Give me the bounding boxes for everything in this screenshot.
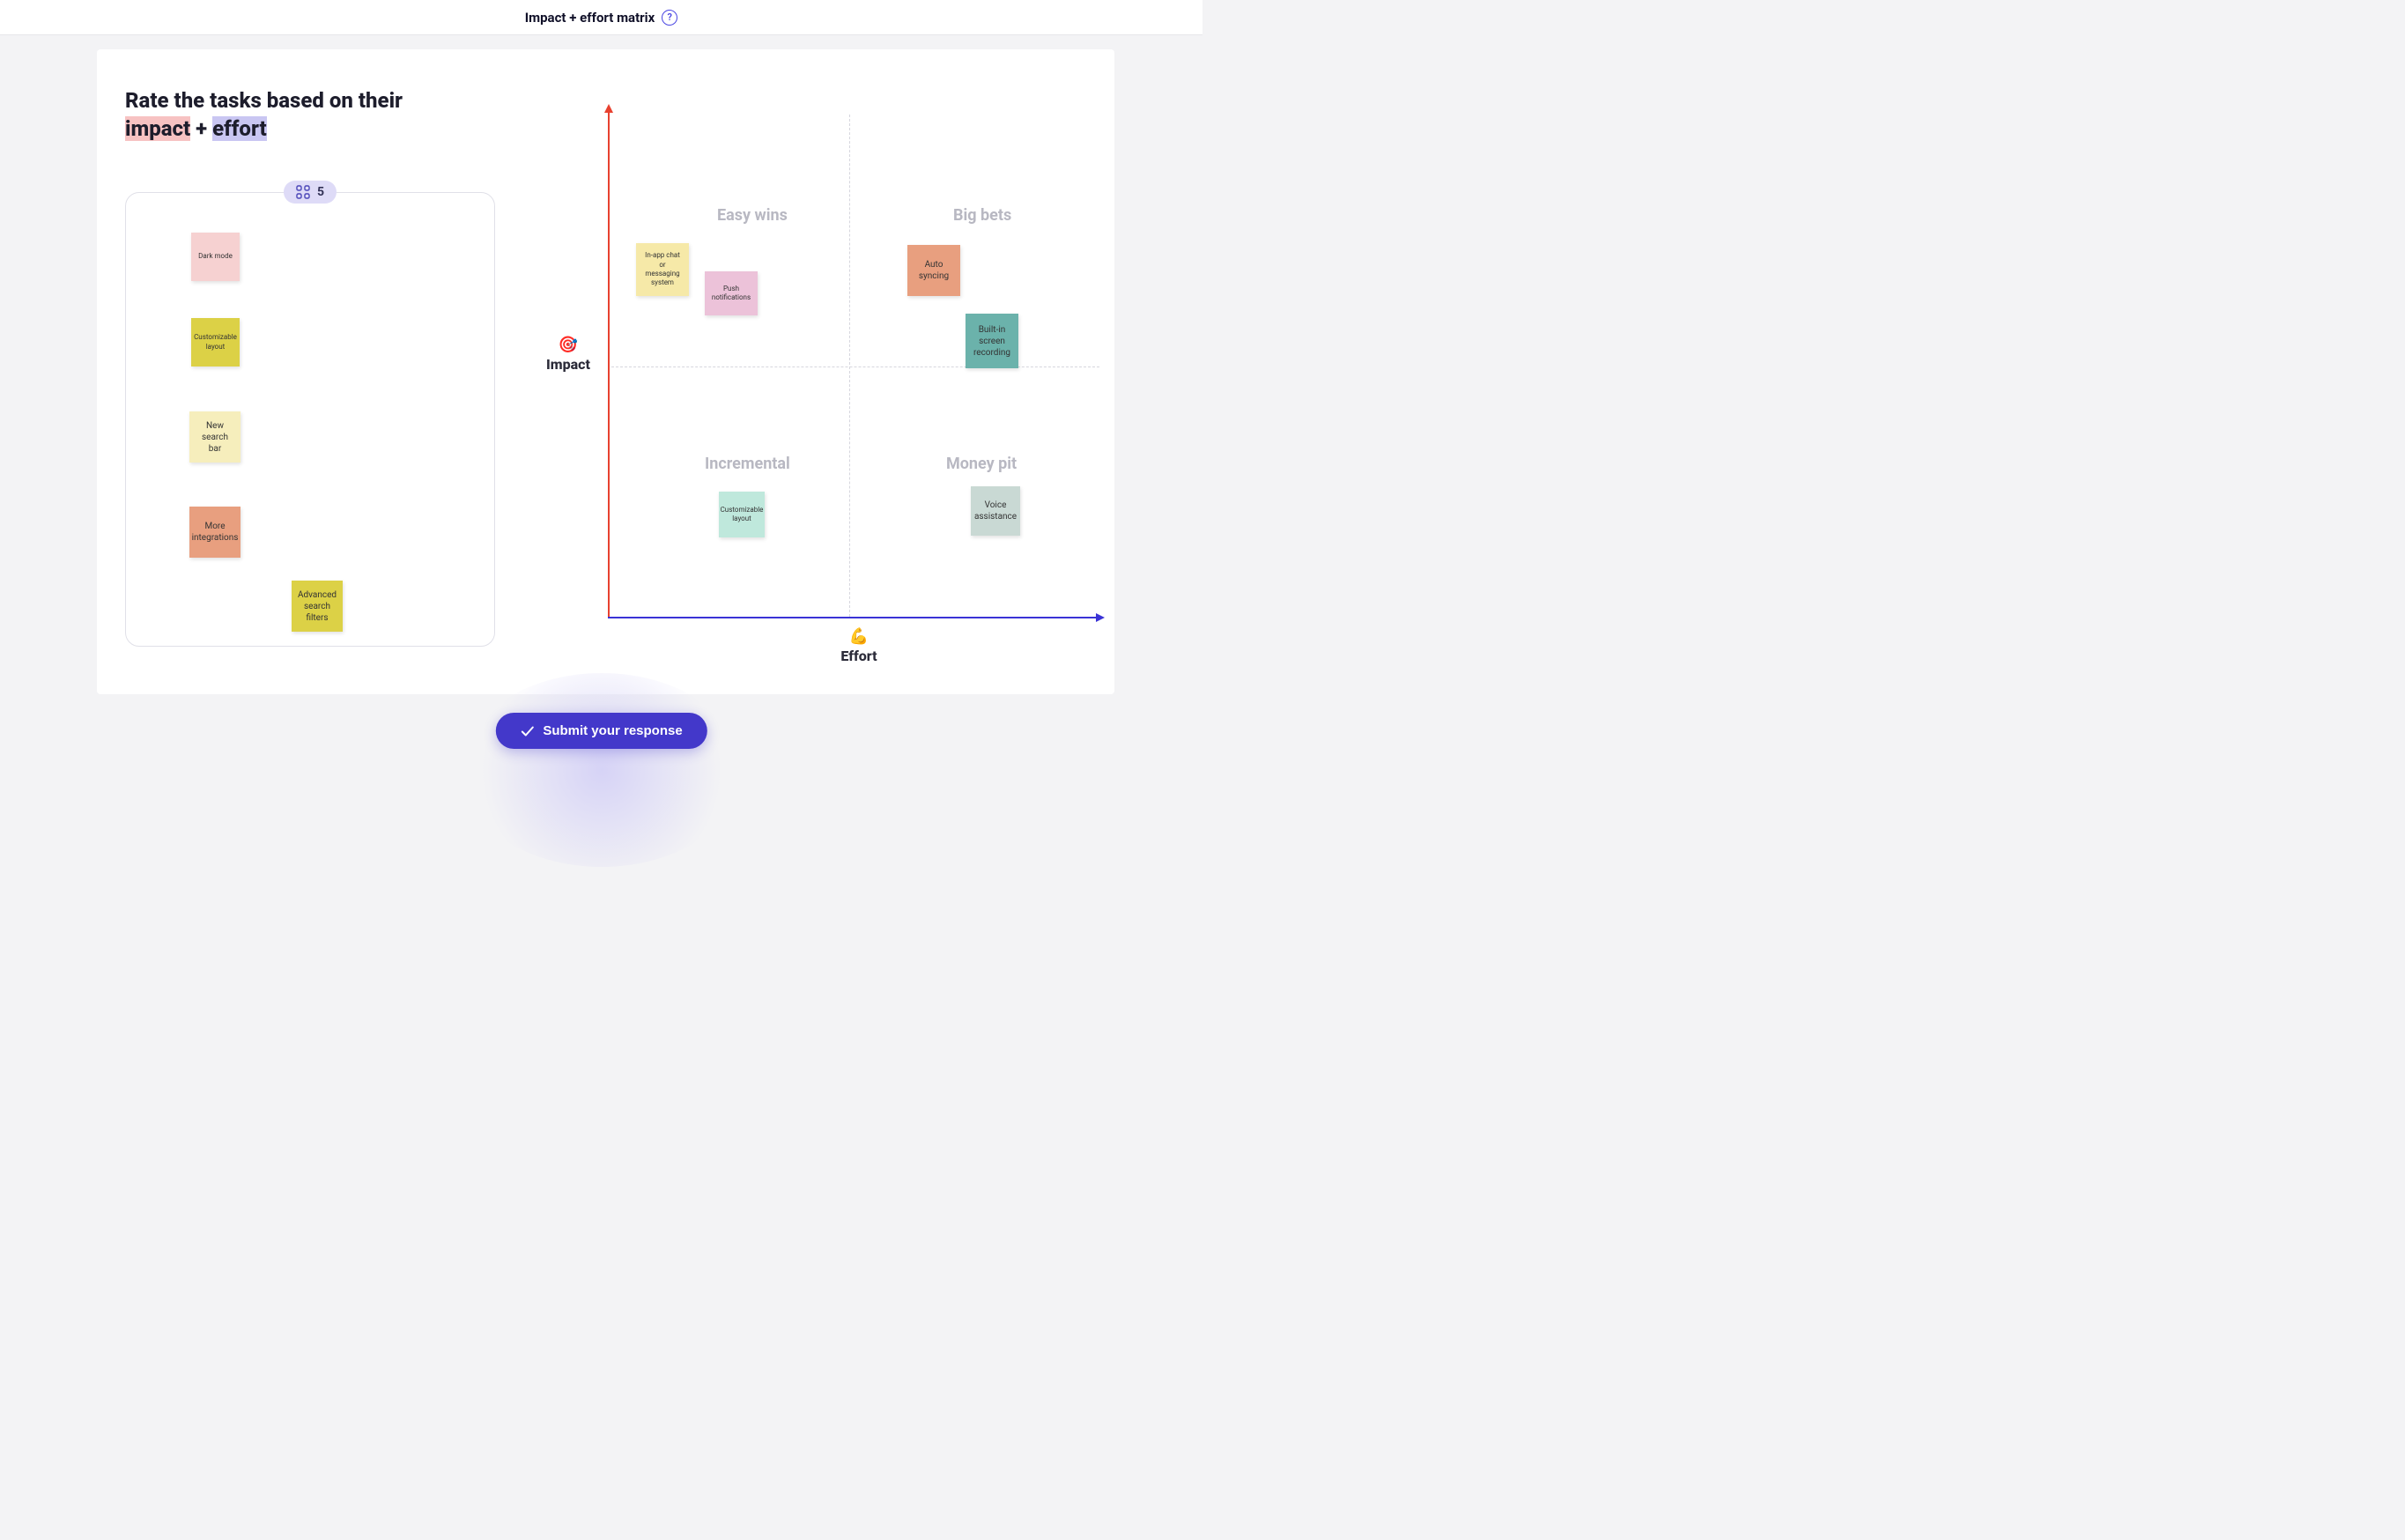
check-icon — [520, 724, 534, 738]
matrix-vertical-divider — [849, 115, 850, 617]
grid-icon — [296, 185, 310, 199]
matrix-sticky[interactable]: Push notifications — [705, 271, 758, 315]
sticky-tray: 5 Dark modeCustomizable layoutNew search… — [125, 192, 495, 647]
quadrant-label-big-bets: Big bets — [953, 206, 1011, 225]
submit-button-label: Submit your response — [543, 723, 682, 738]
instruction-prefix: Rate the tasks based on their — [125, 88, 403, 113]
matrix-sticky[interactable]: Auto syncing — [907, 245, 960, 296]
flex-icon: 💪 — [828, 627, 890, 646]
impact-axis — [608, 111, 610, 618]
matrix-sticky[interactable]: Customizable layout — [719, 492, 765, 537]
impact-axis-label: 🎯 Impact — [537, 336, 599, 373]
tray-sticky[interactable]: Advanced search filters — [292, 581, 343, 632]
tray-sticky[interactable]: Dark mode — [191, 233, 240, 281]
instruction-heading: Rate the tasks based on their impact + e… — [125, 86, 425, 144]
effort-axis-text: Effort — [840, 648, 877, 664]
matrix-sticky[interactable]: Voice assistance — [971, 486, 1020, 536]
target-icon: 🎯 — [537, 336, 599, 354]
tray-count: 5 — [317, 185, 324, 199]
impact-effort-matrix: Easy wins Big bets Incremental Money pit… — [603, 111, 1096, 622]
tray-count-badge: 5 — [284, 181, 337, 204]
whiteboard-canvas: Rate the tasks based on their impact + e… — [97, 49, 1114, 694]
matrix-sticky[interactable]: In-app chat or messaging system — [636, 243, 689, 296]
tray-sticky[interactable]: New search bar — [189, 411, 240, 463]
quadrant-label-easy-wins: Easy wins — [717, 206, 788, 225]
quadrant-label-money-pit: Money pit — [946, 455, 1017, 473]
instruction-impact-word: impact — [125, 116, 190, 141]
footer-glow — [461, 673, 743, 867]
page-title: Impact + effort matrix — [525, 10, 655, 26]
tray-sticky[interactable]: More integrations — [189, 507, 240, 558]
top-bar: Impact + effort matrix ? — [0, 0, 1202, 35]
effort-axis-label: 💪 Effort — [828, 627, 890, 664]
impact-axis-text: Impact — [546, 356, 590, 373]
tray-sticky[interactable]: Customizable layout — [191, 318, 240, 366]
instruction-plus: + — [190, 116, 212, 141]
instruction-effort-word: effort — [212, 116, 267, 141]
matrix-sticky[interactable]: Built-in screen recording — [966, 314, 1018, 368]
help-icon[interactable]: ? — [662, 10, 677, 26]
quadrant-label-incremental: Incremental — [705, 455, 790, 473]
effort-axis — [608, 617, 1098, 618]
matrix-horizontal-divider — [611, 366, 1099, 367]
submit-button[interactable]: Submit your response — [495, 713, 707, 749]
